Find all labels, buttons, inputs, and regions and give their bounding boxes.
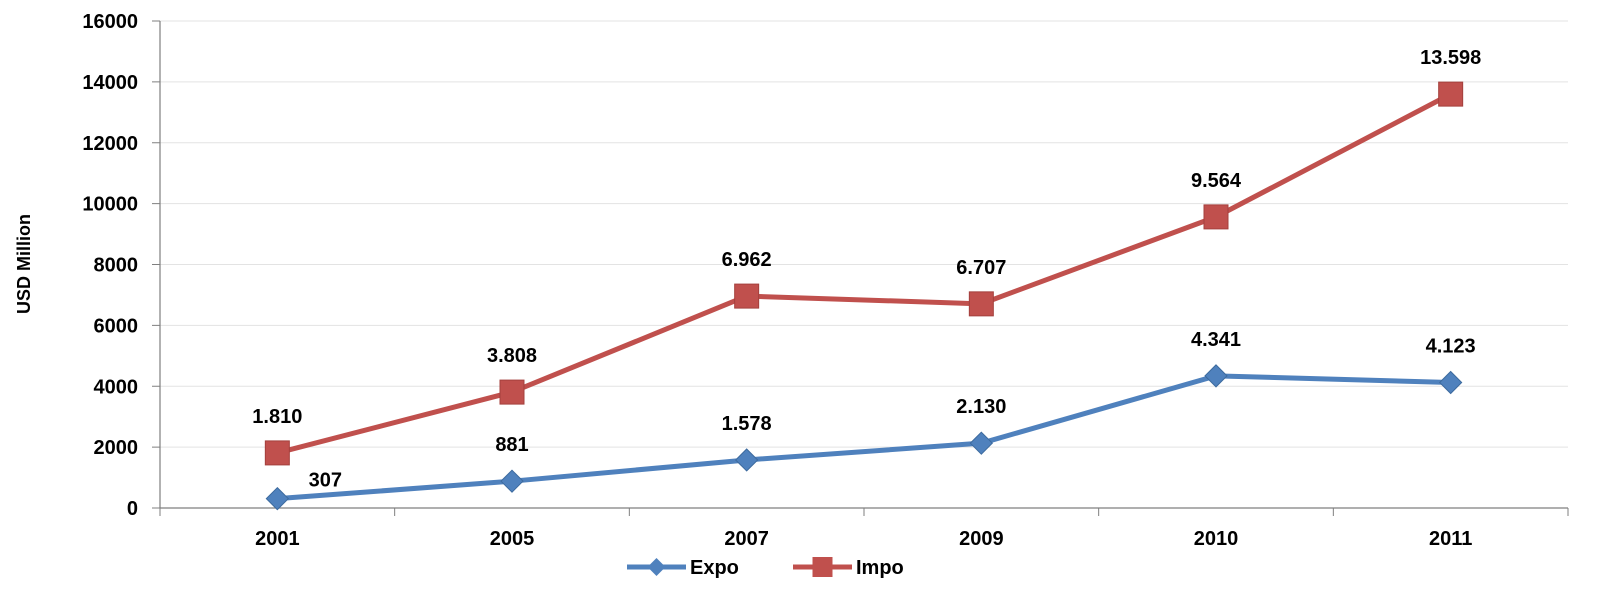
point-expo-2005: [500, 469, 524, 493]
legend-label-impo: Impo: [856, 557, 904, 579]
y-tick-label: 2000: [94, 437, 139, 459]
axes: [152, 20, 1569, 516]
data-label-impo-2005: 3.808: [487, 345, 537, 367]
series: [264, 81, 1464, 511]
point-impo-2001: [264, 440, 290, 466]
x-tick-label-2005: 2005: [490, 528, 535, 550]
x-tick-label-2007: 2007: [724, 528, 769, 550]
y-tick-label: 12000: [82, 133, 138, 155]
y-tick-label: 16000: [82, 11, 138, 33]
point-expo-2007: [734, 448, 759, 472]
x-tick-label-2011: 2011: [1429, 528, 1472, 550]
data-labels: 307 881 1.578 2.130 4.341 4.123 1.810 3.808 6.96…: [252, 47, 1481, 492]
y-tick-label: 4000: [94, 376, 139, 398]
y-tick-label: 0: [127, 498, 138, 520]
data-label-expo-2010: 4.341: [1191, 329, 1241, 351]
point-impo-2009: [968, 291, 994, 317]
x-tick-label-2001: 2001: [255, 528, 300, 550]
data-label-expo-2005: 881: [495, 434, 528, 456]
data-label-impo-2009: 6.707: [956, 257, 1006, 279]
point-impo-2010: [1203, 204, 1229, 230]
legend-label-expo: Expo: [690, 557, 739, 579]
data-label-expo-2007: 1.578: [722, 413, 772, 435]
point-expo-2011: [1438, 370, 1463, 395]
data-label-expo-2001: 307: [309, 470, 342, 492]
data-label-impo-2007: 6.962: [722, 249, 772, 271]
y-axis-title: USD Million: [14, 214, 34, 314]
series-line-expo: [277, 373, 1451, 502]
x-tick-label-2009: 2009: [959, 528, 1004, 550]
y-tick-label: 8000: [94, 255, 139, 277]
point-expo-2009: [969, 431, 994, 455]
data-label-impo-2011: 13.598: [1420, 47, 1481, 69]
data-label-impo-2001: 1.810: [252, 406, 302, 428]
data-label-expo-2009: 2.130: [956, 396, 1006, 418]
gridlines: [160, 20, 1568, 448]
point-expo-2010: [1204, 364, 1228, 388]
x-tick-labels: 2001 2005 2007 2009 2010 2011: [255, 528, 1472, 550]
point-impo-2007: [734, 283, 760, 309]
legend: Expo Impo: [627, 557, 904, 579]
y-tick-labels: 0 2000 4000 6000 8000 10000 12000 14000 16000: [82, 11, 138, 520]
y-tick-label: 6000: [94, 315, 139, 337]
legend-item-impo: Impo: [793, 557, 904, 579]
point-impo-2011: [1438, 81, 1464, 107]
data-label-expo-2011: 4.123: [1426, 336, 1476, 358]
legend-item-expo: Expo: [627, 557, 739, 579]
point-impo-2005: [499, 379, 525, 405]
point-expo-2001: [265, 486, 290, 511]
y-tick-label: 10000: [82, 194, 138, 216]
x-tick-label-2010: 2010: [1194, 528, 1239, 550]
legend-marker-expo: [647, 558, 666, 576]
y-tick-label: 14000: [82, 72, 138, 94]
data-label-impo-2010: 9.564: [1191, 170, 1242, 192]
legend-marker-impo: [812, 557, 833, 577]
series-line-impo: [276, 91, 1452, 456]
